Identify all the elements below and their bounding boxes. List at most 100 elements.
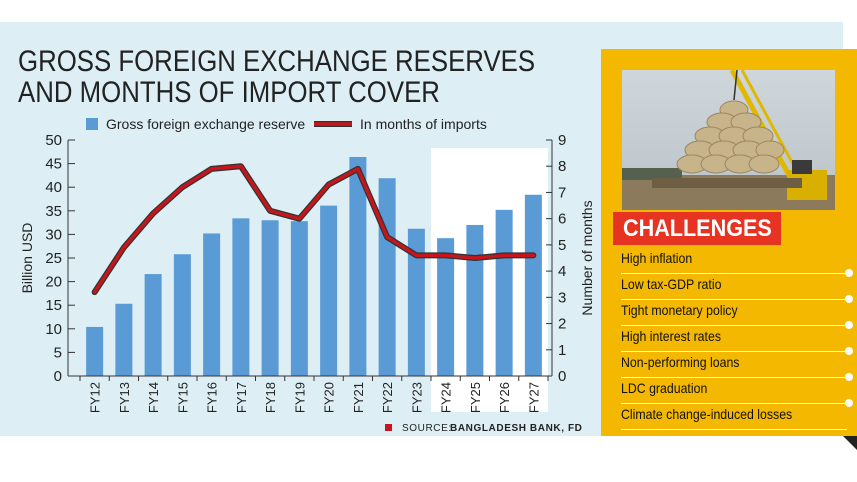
source-marker — [385, 424, 392, 431]
months-point — [327, 183, 331, 187]
x-tick-label: FY26 — [497, 382, 512, 413]
left-tick-label: 25 — [45, 250, 62, 267]
challenge-item-label: Low tax-GDP ratio — [621, 276, 722, 292]
legend-bar-swatch — [86, 118, 98, 130]
months-point — [151, 211, 155, 215]
months-point — [414, 253, 418, 257]
source-label: SOURCE: — [402, 423, 452, 434]
chart-title: GROSS FOREIGN EXCHANGE RESERVES AND MONT… — [18, 46, 535, 108]
reserve-bar — [173, 254, 191, 376]
x-tick-label: FY25 — [468, 382, 483, 413]
reserve-bar — [437, 238, 455, 376]
challenge-item: LDC graduation — [621, 378, 853, 407]
right-tick-label: 0 — [558, 368, 566, 385]
left-axis-label: Billion USD — [19, 223, 35, 294]
x-tick-label: FY27 — [526, 382, 541, 413]
x-tick-label: FY18 — [263, 382, 278, 413]
x-tick-label: FY22 — [380, 382, 395, 413]
reserve-bar — [407, 228, 425, 376]
title-line-2: AND MONTHS OF IMPORT COVER — [18, 76, 440, 109]
left-tick-label: 45 — [45, 156, 62, 173]
challenge-item: Tight monetary policy — [621, 300, 853, 329]
reserve-bar — [378, 178, 396, 376]
challenge-item-label: Tight monetary policy — [621, 302, 738, 318]
x-tick-label: FY24 — [439, 382, 454, 413]
reserve-bar — [86, 326, 104, 376]
left-tick-label: 0 — [54, 368, 62, 385]
x-tick-label: FY21 — [351, 382, 366, 413]
reserve-bar — [495, 209, 513, 376]
months-line — [92, 164, 536, 294]
left-tick-label: 5 — [54, 344, 62, 361]
right-tick-label: 5 — [558, 237, 566, 254]
challenge-item: Low tax-GDP ratio — [621, 274, 853, 303]
reserve-bar — [232, 218, 250, 376]
x-tick-label: FY12 — [88, 382, 103, 413]
months-point — [180, 185, 184, 189]
reserve-bar — [320, 205, 338, 376]
months-point — [122, 246, 126, 250]
right-tick-label: 2 — [558, 316, 566, 333]
right-tick-label: 6 — [558, 211, 566, 228]
months-point — [385, 235, 389, 239]
reserve-bar — [115, 303, 133, 376]
left-tick-label: 10 — [45, 321, 62, 338]
left-tick-label: 20 — [45, 274, 62, 291]
right-tick-label: 9 — [558, 132, 566, 149]
x-tick-label: FY13 — [117, 382, 132, 413]
challenge-item-label: High inflation — [621, 250, 693, 266]
right-tick-label: 8 — [558, 158, 566, 175]
months-point — [268, 209, 272, 213]
reserve-bar — [349, 156, 367, 376]
right-tick-label: 7 — [558, 184, 566, 201]
left-tick-label: 15 — [45, 297, 62, 314]
x-tick-label: FY14 — [146, 382, 161, 413]
legend-line-label: In months of imports — [360, 116, 487, 132]
bullet-dot-icon — [845, 373, 853, 381]
legend-bar-label: Gross foreign exchange reserve — [106, 116, 305, 132]
right-axis-label: Number of months — [579, 200, 595, 315]
reserve-bar — [203, 233, 221, 376]
left-tick-label: 50 — [45, 132, 62, 149]
months-point — [473, 256, 477, 260]
bullet-dot-icon — [845, 347, 853, 355]
corner-triangle — [843, 436, 857, 450]
months-point — [93, 290, 97, 294]
challenge-item: Climate change-induced losses — [621, 404, 847, 430]
crane-sacks-photo — [622, 70, 835, 210]
bullet-dot-icon — [845, 295, 853, 303]
left-tick-label: 40 — [45, 179, 62, 196]
x-tick-label: FY20 — [322, 382, 337, 413]
challenge-item-label: Non-performing loans — [621, 354, 740, 370]
challenge-item: Non-performing loans — [621, 352, 853, 381]
source-value: BANGLADESH BANK, FD — [450, 423, 583, 434]
months-point — [239, 164, 243, 168]
challenges-list: High inflation Low tax-GDP ratio Tight mon… — [621, 248, 853, 430]
reserve-bar — [290, 221, 308, 376]
months-point — [531, 253, 535, 257]
bullet-dot-icon — [845, 321, 853, 329]
reserve-bar — [144, 274, 162, 376]
x-tick-label: FY17 — [234, 382, 249, 413]
reserve-bar — [261, 220, 279, 376]
x-tick-label: FY16 — [205, 382, 220, 413]
challenge-item-label: Climate change-induced losses — [621, 406, 793, 422]
reserve-bar — [524, 194, 542, 376]
challenges-heading: CHALLENGES — [613, 212, 781, 245]
x-tick-label: FY19 — [292, 382, 307, 413]
months-point — [444, 253, 448, 257]
right-tick-label: 4 — [558, 263, 566, 280]
months-point — [210, 167, 214, 171]
challenge-item: High inflation — [621, 248, 853, 277]
x-tick-label: FY23 — [409, 382, 424, 413]
challenge-item-label: LDC graduation — [621, 380, 708, 396]
months-point — [356, 167, 360, 171]
x-tick-label: FY15 — [175, 382, 190, 413]
months-point — [502, 253, 506, 257]
bullet-dot-icon — [845, 399, 853, 407]
right-tick-label: 1 — [558, 342, 566, 359]
left-tick-label: 30 — [45, 226, 62, 243]
months-point — [297, 217, 301, 221]
reserve-bar — [466, 224, 484, 376]
